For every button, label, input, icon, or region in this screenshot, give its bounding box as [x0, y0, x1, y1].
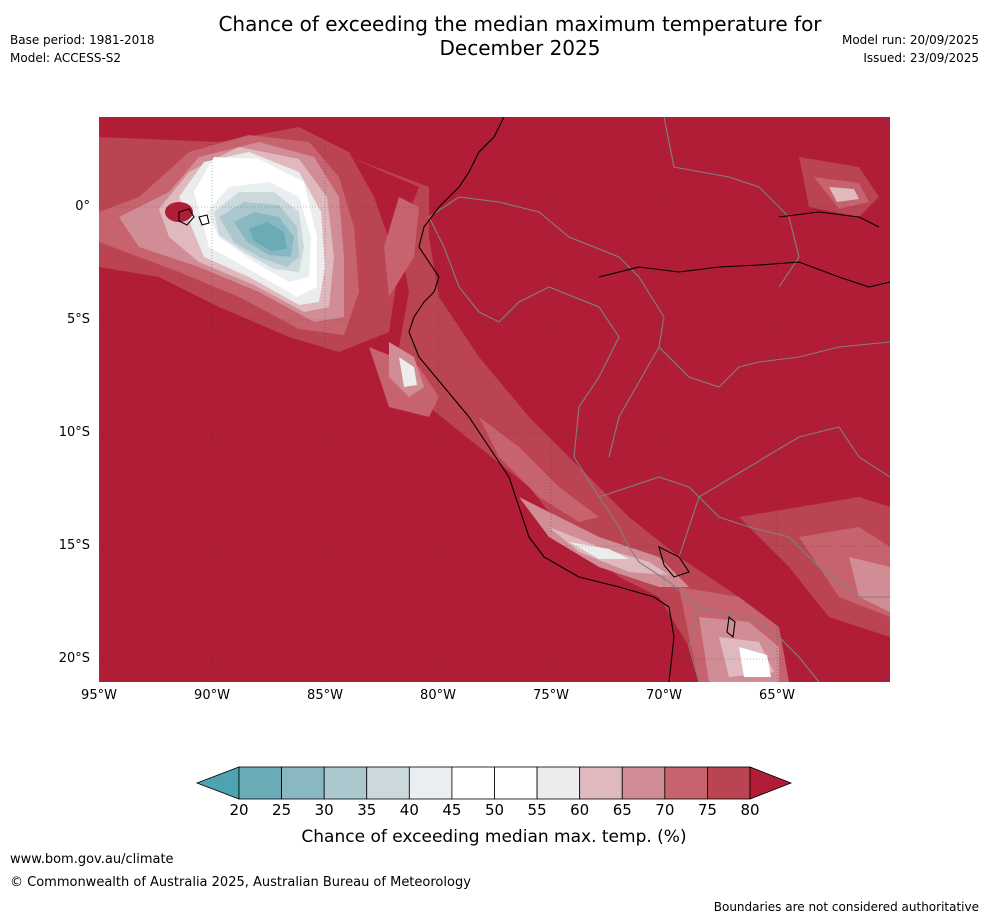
- lat-label-10s: 10°S: [58, 425, 90, 440]
- graticule: [99, 117, 890, 682]
- title-line-2: December 2025: [439, 36, 601, 60]
- model-run-text: Model run: 20/09/2025: [841, 33, 979, 47]
- map-title: Chance of exceeding the median maximum t…: [150, 12, 890, 60]
- colorbar-segment: [664, 766, 708, 800]
- colorbar-tick-label: 25: [272, 801, 292, 819]
- website-text: www.bom.gov.au/climate: [10, 852, 174, 867]
- lat-label-5s: 5°S: [66, 312, 90, 327]
- lat-label-15s: 15°S: [58, 538, 90, 553]
- model-text: Model: ACCESS-S2: [10, 51, 122, 65]
- colorbar-tick-label: 20: [229, 801, 249, 819]
- coastlines: [178, 117, 890, 682]
- base-period-text: Base period: 1981-2018: [10, 33, 155, 47]
- colorbar-label: Chance of exceeding median max. temp. (%…: [301, 827, 687, 847]
- colorbar-tick-label: 65: [612, 801, 632, 819]
- lon-label-90w: 90°W: [194, 688, 230, 703]
- colorbar-tick-label: 35: [357, 801, 377, 819]
- colorbar-tick-label: 80: [740, 801, 760, 819]
- colorbar-segment: [707, 766, 751, 800]
- copyright-text: © Commonwealth of Australia 2025, Austra…: [10, 875, 471, 890]
- colorbar-segment: [536, 766, 581, 800]
- lon-label-80w: 80°W: [420, 688, 456, 703]
- colorbar-tick-label: 40: [399, 801, 419, 819]
- lon-label-75w: 75°W: [533, 688, 569, 703]
- lon-label-65w: 65°W: [759, 688, 795, 703]
- galapagos-anomaly-contours: [99, 127, 399, 352]
- colorbar-segment: [238, 766, 282, 800]
- colorbar-segment: [451, 766, 495, 800]
- colorbar-segment: [323, 766, 368, 800]
- colorbar: [195, 766, 793, 800]
- colorbar-segment: [579, 766, 623, 800]
- colorbar-tick-label: 55: [527, 801, 547, 819]
- title-line-1: Chance of exceeding the median maximum t…: [218, 12, 822, 36]
- colorbar-segment: [366, 766, 410, 800]
- colorbar-under-arrow: [195, 766, 240, 800]
- colorbar-tick-label: 75: [697, 801, 717, 819]
- colorbar-tick-label: 30: [314, 801, 334, 819]
- lon-label-70w: 70°W: [646, 688, 682, 703]
- colorbar-segment: [621, 766, 666, 800]
- lon-label-95w: 95°W: [81, 688, 117, 703]
- forecast-map: [99, 117, 890, 682]
- colorbar-over-arrow: [749, 766, 793, 800]
- colorbar-tick-label: 70: [655, 801, 675, 819]
- colorbar-tick-label: 60: [570, 801, 590, 819]
- country-boundaries: [428, 117, 890, 682]
- issued-text: Issued: 23/09/2025: [863, 51, 979, 65]
- lat-label-0: 0°: [75, 199, 90, 214]
- colorbar-segment: [494, 766, 538, 800]
- colorbar-segments: [238, 766, 751, 800]
- disclaimer-text: Boundaries are not considered authoritat…: [713, 900, 979, 914]
- colorbar-segment: [281, 766, 325, 800]
- colorbar-segment: [408, 766, 453, 800]
- lat-label-20s: 20°S: [58, 651, 90, 666]
- colorbar-tick-label: 50: [484, 801, 505, 819]
- colorbar-tick-label: 45: [442, 801, 462, 819]
- lon-label-85w: 85°W: [307, 688, 343, 703]
